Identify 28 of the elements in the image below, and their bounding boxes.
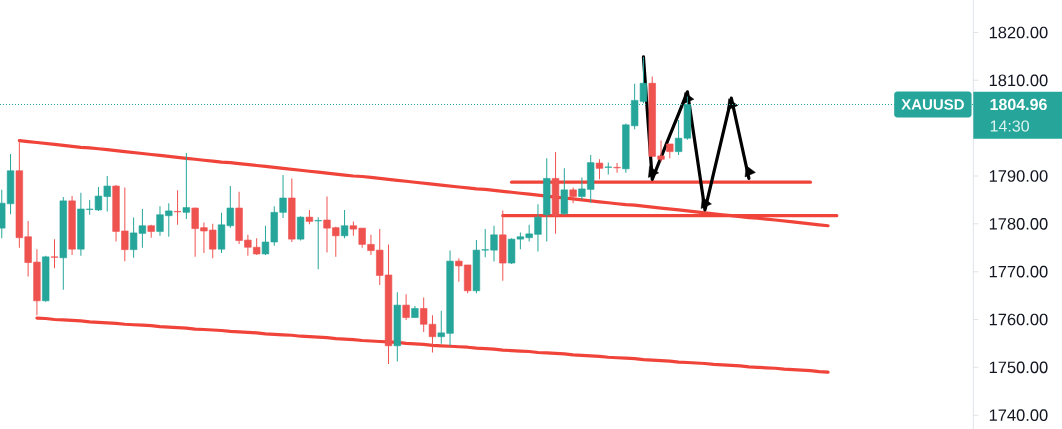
y-tick-label: 1770.00 <box>989 265 1048 278</box>
candlestick <box>595 158 604 180</box>
point <box>683 92 695 105</box>
candlestick <box>50 238 59 269</box>
line-series <box>35 316 830 374</box>
candlestick <box>569 186 577 204</box>
text: 1804.96 <box>990 98 1047 111</box>
candlestick <box>182 152 190 220</box>
candlestick <box>296 215 305 242</box>
candlestick <box>314 216 322 270</box>
point <box>700 197 712 209</box>
candlestick <box>613 162 621 174</box>
candlestick <box>340 209 349 239</box>
candlestick <box>560 167 568 216</box>
y-tick-label: 1820.00 <box>989 26 1048 39</box>
candlestick <box>173 189 182 226</box>
y-tick-label: 1810.00 <box>989 74 1048 87</box>
point <box>727 98 739 111</box>
candlestick <box>402 293 410 321</box>
ref-line-label: XAUUSD <box>901 99 964 110</box>
point <box>648 165 659 178</box>
y-tick-label: 1760.00 <box>989 313 1048 326</box>
y-tick-label: 1780.00 <box>989 217 1048 230</box>
point <box>744 165 756 178</box>
y-tick-label: 1790.00 <box>989 170 1048 182</box>
y-tick-label: 1740.00 <box>989 409 1048 421</box>
text: 14:30 <box>990 120 1029 132</box>
y-tick-label: 1750.00 <box>989 361 1048 374</box>
